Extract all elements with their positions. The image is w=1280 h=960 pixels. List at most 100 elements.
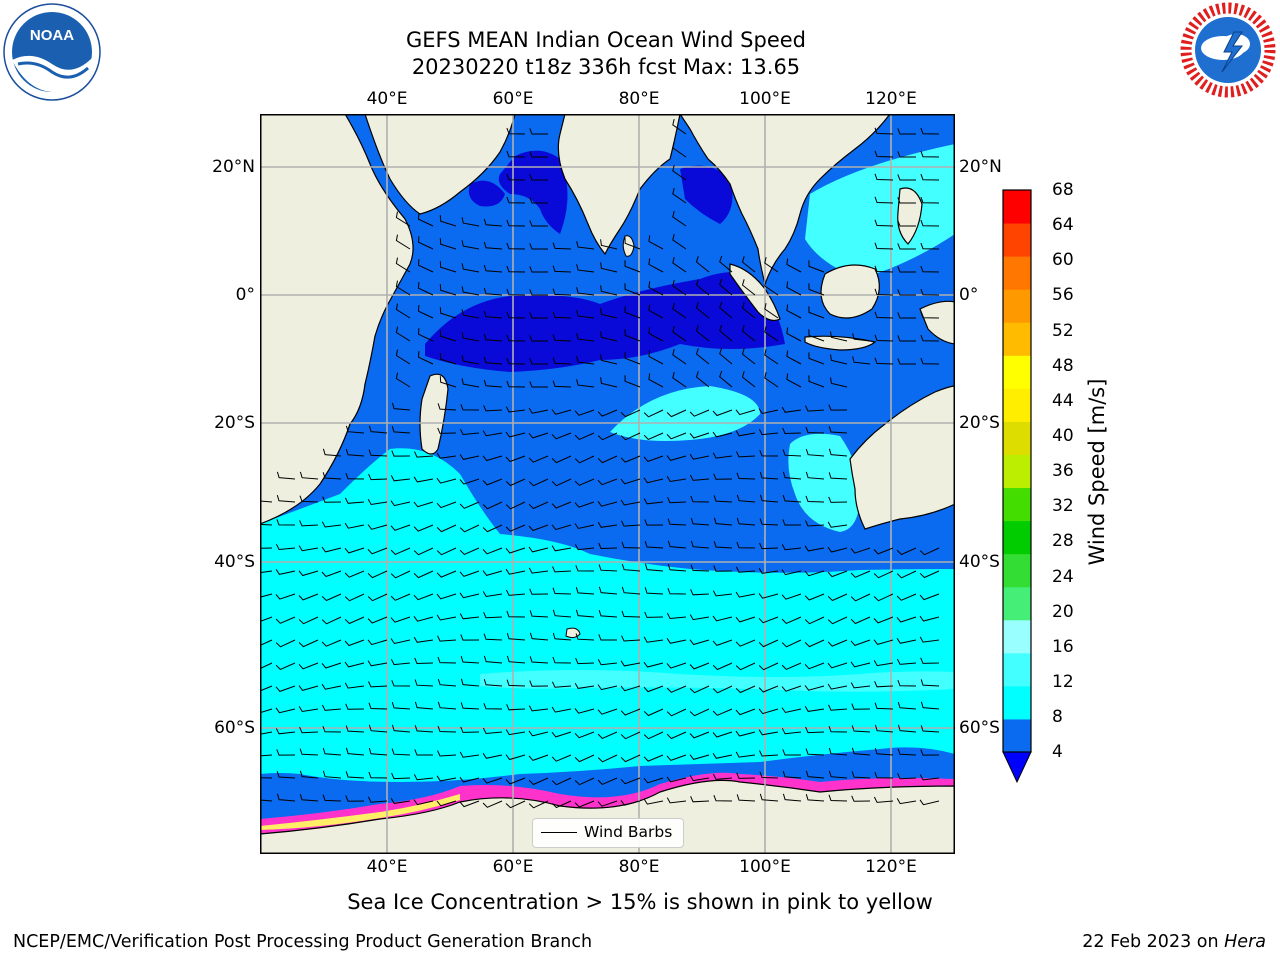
wind-barb: [672, 210, 687, 227]
wind-barb: [600, 354, 618, 365]
wind-barb: [897, 680, 917, 687]
wind-barb: [830, 354, 848, 365]
wind-barb: [275, 543, 296, 551]
wind-barb: [643, 798, 664, 805]
wind-barb: [719, 324, 733, 342]
wind-barb: [643, 636, 664, 643]
wind-barb: [919, 547, 940, 556]
wind-barb: [436, 614, 457, 621]
wind-barb: [505, 547, 526, 554]
wind-barb: [597, 708, 618, 715]
wind-barb: [483, 633, 503, 641]
wind-barb: [482, 547, 503, 555]
wind-barb: [713, 495, 733, 503]
wind-barb: [575, 633, 595, 641]
wind-barb: [551, 731, 572, 738]
colorbar-tick: 28: [1052, 531, 1074, 551]
wind-barb: [741, 371, 756, 388]
wind-barb: [395, 303, 411, 319]
wind-barb: [672, 187, 687, 204]
wind-barb: [459, 613, 480, 620]
wind-barb: [574, 455, 595, 464]
wind-barb: [413, 774, 434, 781]
lat-tick-left: 0°: [235, 285, 255, 305]
wind-barb: [712, 590, 733, 597]
wind-barb: [344, 682, 365, 689]
wind-barb: [413, 593, 434, 601]
wind-barb: [804, 685, 825, 691]
lon-tick-top: 100°E: [739, 89, 791, 109]
lat-tick-right: 40°S: [959, 552, 1000, 572]
wind-barb: [621, 586, 641, 595]
wind-barb: [828, 448, 848, 457]
wind-barb: [736, 794, 756, 802]
wind-barb: [395, 211, 411, 227]
wind-barb: [368, 702, 388, 710]
wind-barb: [781, 616, 802, 624]
wind-barb: [298, 706, 319, 713]
wind-barb: [713, 517, 733, 526]
wind-barb: [689, 708, 710, 717]
wind-barb: [483, 333, 503, 342]
lon-tick-top: 120°E: [865, 89, 917, 109]
wind-barb: [483, 356, 503, 365]
wind-barb: [781, 406, 802, 413]
wind-barb: [390, 475, 411, 482]
wind-barb: [576, 241, 595, 250]
wind-barb: [759, 771, 779, 779]
wind-barb: [391, 772, 411, 780]
wind-barb: [897, 748, 917, 756]
wind-barb: [919, 636, 940, 643]
wind-barb: [414, 749, 433, 756]
wind-barb: [897, 335, 916, 342]
wind-barb: [782, 495, 802, 503]
wind-barb: [576, 310, 595, 319]
wind-barb: [395, 280, 411, 296]
wind-barb: [873, 593, 894, 602]
wind-barb: [260, 731, 273, 735]
wind-barb: [551, 800, 572, 809]
wind-barb: [808, 352, 825, 365]
wind-barb: [621, 520, 641, 527]
wind-barb: [621, 610, 641, 618]
wind-barb: [874, 150, 894, 158]
wind-barb: [695, 348, 710, 365]
wind-barb: [551, 432, 572, 440]
wind-barb: [529, 243, 548, 250]
wind-barb: [719, 347, 733, 365]
wind-barb: [598, 634, 617, 641]
wind-barb: [460, 678, 480, 687]
wind-barb: [299, 748, 319, 756]
wind-barb: [345, 425, 365, 434]
wind-barb: [764, 280, 779, 296]
wind-barb: [764, 326, 779, 342]
wind-barb: [827, 662, 848, 669]
colorbar-band: [1003, 190, 1031, 224]
calm-zone-bay: [680, 165, 733, 224]
wind-barb: [781, 544, 802, 551]
wind-barb: [459, 592, 480, 599]
wind-barb: [828, 747, 848, 756]
wind-barb: [299, 770, 319, 779]
wind-barb: [808, 375, 825, 388]
wind-barb: [367, 796, 388, 803]
wind-barb: [551, 409, 572, 415]
wind-barb: [735, 409, 756, 416]
wind-barb: [552, 288, 572, 296]
wind-barb: [804, 662, 825, 670]
wind-barb: [735, 751, 756, 758]
wind-barb: [505, 478, 526, 487]
wind-barb: [276, 793, 296, 802]
wind-barb: [874, 747, 894, 756]
wind-barb: [483, 678, 503, 687]
wind-barb: [695, 279, 710, 296]
wind-barb: [735, 430, 756, 437]
wind-barb: [805, 794, 825, 802]
wind-barb: [436, 477, 457, 484]
wind-barb: [299, 520, 319, 527]
wind-barb: [260, 500, 273, 503]
wind-barb: [643, 754, 664, 762]
wind-barb: [735, 730, 756, 737]
wind-barb: [896, 658, 917, 665]
wind-barb: [417, 259, 434, 273]
